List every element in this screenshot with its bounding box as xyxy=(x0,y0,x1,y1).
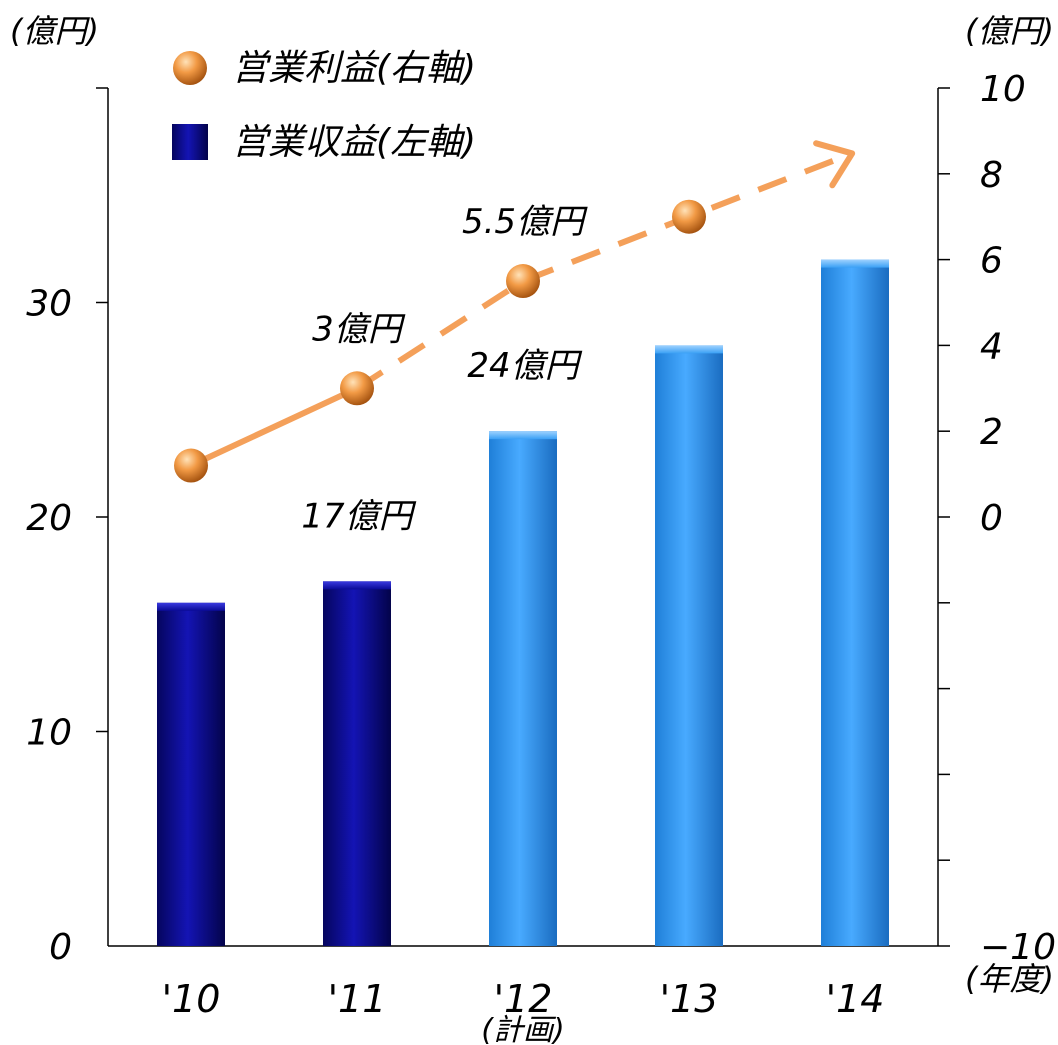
left-tick-label: 20 xyxy=(26,498,72,539)
left-tick-label: 30 xyxy=(26,284,72,325)
x-tick-label: '13 xyxy=(660,977,719,1021)
revenue-bar xyxy=(157,602,225,946)
x-tick-label: '12 xyxy=(494,977,553,1021)
left-axis-ticks: 0 10 20 30 xyxy=(26,87,108,968)
right-tick-label: 6 xyxy=(980,241,1003,282)
bar-value-label: 24億円 xyxy=(467,346,582,386)
right-axis-ticks: −10 0 2 4 6 8 10 xyxy=(938,69,1056,968)
profit-point xyxy=(340,371,374,406)
x-tick-label: '11 xyxy=(328,977,387,1021)
legend-marker-revenue xyxy=(172,124,208,160)
left-axis-unit: (億円) xyxy=(10,12,99,50)
profit-point xyxy=(506,264,540,299)
profit-line-actual xyxy=(188,385,360,469)
right-tick-label: −10 xyxy=(980,927,1056,968)
right-tick-label: 10 xyxy=(980,69,1026,110)
profit-point xyxy=(174,448,208,483)
revenue-bar-top xyxy=(157,602,225,611)
right-tick-label: 4 xyxy=(980,326,1003,367)
x-axis-labels: '10 '11 '12 '13 '14 (計画) xyxy=(162,977,885,1045)
bar-value-label: 17億円 xyxy=(301,496,416,536)
profit-point xyxy=(672,199,706,234)
profit-line-plan xyxy=(355,150,854,391)
legend-label-profit: 営業利益(右軸) xyxy=(232,48,476,89)
right-tick-label: 8 xyxy=(980,155,1003,196)
right-tick-label: 2 xyxy=(980,412,1003,453)
left-tick-label: 10 xyxy=(26,713,72,754)
revenue-bar-top xyxy=(489,431,557,440)
revenue-bar xyxy=(821,259,889,947)
revenue-bar xyxy=(655,345,723,946)
revenue-bar-top xyxy=(655,345,723,354)
left-tick-label: 0 xyxy=(49,927,72,968)
bars xyxy=(157,259,889,947)
trend-arrowhead xyxy=(813,140,856,189)
legend-marker-profit xyxy=(173,51,207,85)
revenue-bar xyxy=(489,431,557,946)
plan-note-label: (計画) xyxy=(481,1013,564,1045)
revenue-bar-top xyxy=(821,259,889,268)
right-axis-unit: (億円) xyxy=(965,12,1054,50)
x-tick-label: '10 xyxy=(162,977,221,1021)
legend: 営業利益(右軸) 営業収益(左軸) xyxy=(172,48,476,163)
revenue-bar xyxy=(323,581,391,946)
data-labels: 17億円 24億円 3億円 5.5億円 xyxy=(301,202,588,536)
right-tick-label: 0 xyxy=(980,498,1003,539)
point-value-label: 3億円 xyxy=(312,309,406,349)
point-value-label: 5.5億円 xyxy=(462,202,588,242)
legend-label-revenue: 営業収益(左軸) xyxy=(232,122,476,163)
revenue-bar-top xyxy=(323,581,391,590)
x-tick-label: '14 xyxy=(826,977,885,1021)
profit-line-layer xyxy=(174,140,856,483)
x-axis-unit: (年度) xyxy=(965,960,1054,998)
